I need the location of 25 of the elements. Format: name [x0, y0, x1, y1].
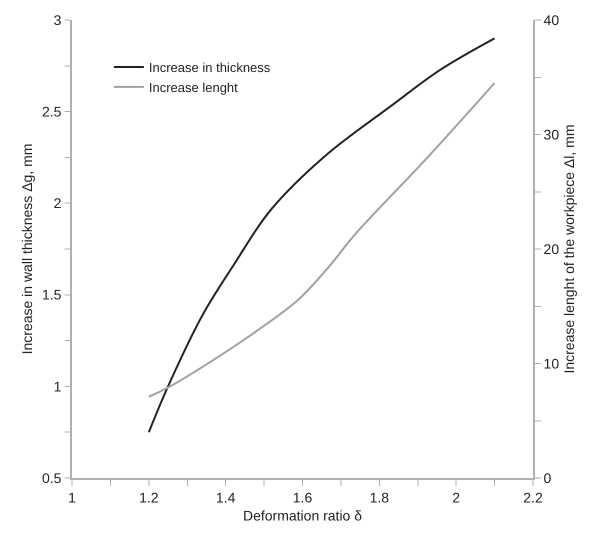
y2-tick-label: 30	[544, 126, 560, 142]
y2-tick-label: 20	[544, 240, 560, 257]
line-series	[148, 82, 496, 398]
y-tick-label: 0.5	[42, 470, 62, 486]
y2-tick-label: 40	[544, 12, 560, 28]
y-axis-title: Increase in wall thickness Δg, mm	[19, 144, 36, 354]
x-tick-label: 2.2	[523, 490, 543, 506]
y-tick-label: 2	[54, 195, 62, 212]
legend-label: Increase lenght	[148, 80, 238, 95]
x-tick-label: 2	[452, 490, 460, 506]
legend-label: Increase in thickness	[148, 60, 271, 76]
y2-tick-label: 0	[544, 470, 552, 486]
line-series	[148, 37, 496, 434]
x-tick-label: 1.2	[139, 490, 159, 506]
x-tick-label: 1.6	[292, 490, 312, 506]
y2-axis-title: Increase lenght of the workpiece Δl, mm	[561, 124, 578, 374]
y-tick-label: 1	[54, 378, 62, 394]
y-tick-label: 3	[54, 12, 62, 28]
x-tick-label: 1.4	[216, 490, 236, 506]
y-tick-label: 1.5	[42, 286, 62, 303]
y-tick-label: 2.5	[42, 104, 62, 120]
x-axis-title: Deformation ratio δ	[242, 507, 362, 524]
x-tick-label: 1	[68, 490, 76, 506]
x-tick-label: 1.8	[370, 490, 390, 506]
y2-tick-label: 10	[544, 355, 560, 372]
